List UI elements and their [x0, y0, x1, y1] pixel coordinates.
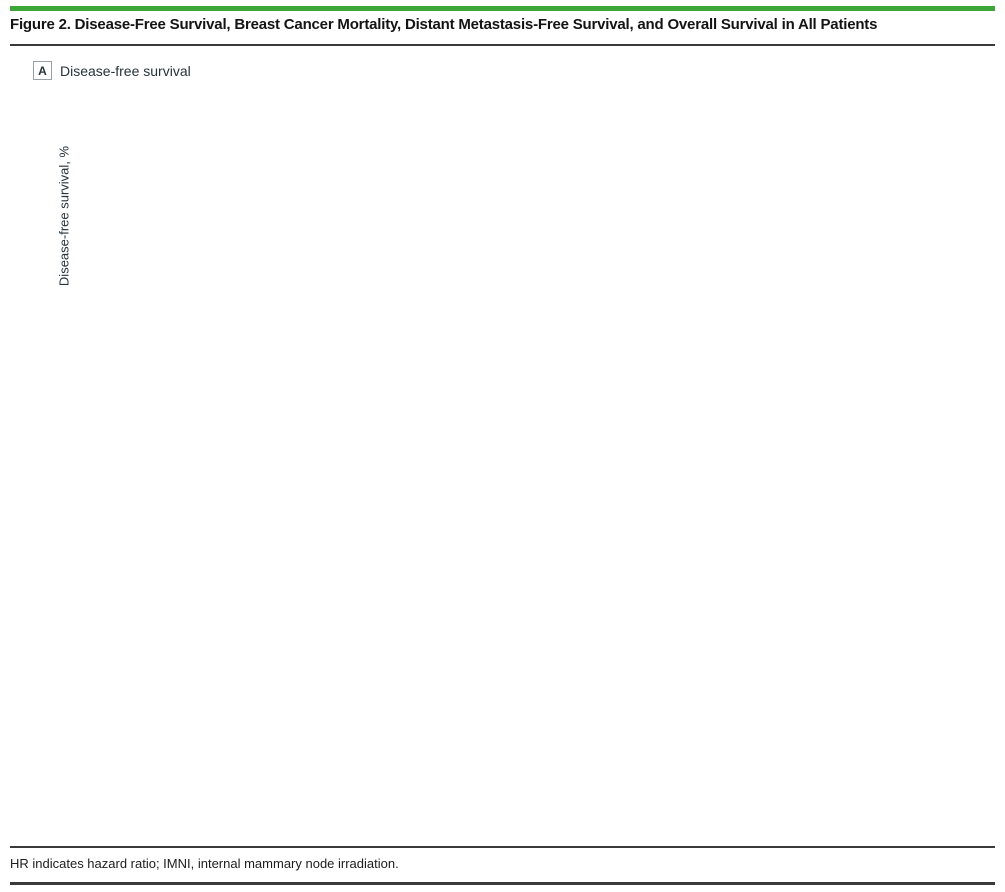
accent-bar: [10, 6, 995, 11]
figure-title: Figure 2. Disease-Free Survival, Breast …: [10, 16, 878, 33]
panel-label: A Disease-free survival: [33, 61, 191, 80]
footnote-divider-bottom: [10, 882, 995, 885]
y-axis-title: Disease-free survival, %: [56, 145, 72, 287]
panel-letter: A: [33, 61, 52, 80]
panel-title: Disease-free survival: [60, 62, 191, 79]
footnote: HR indicates hazard ratio; IMNI, interna…: [10, 856, 399, 871]
footnote-divider-top: [10, 846, 995, 848]
title-divider: [10, 44, 995, 46]
